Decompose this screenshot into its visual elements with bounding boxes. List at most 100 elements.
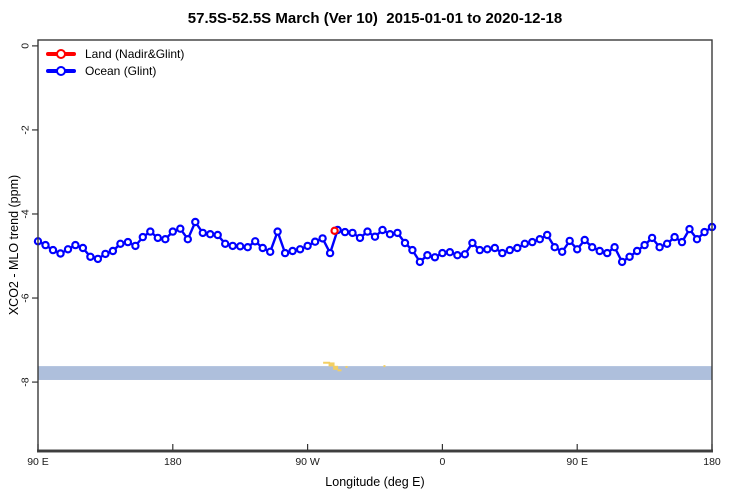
land-series-swatch [46,48,76,59]
ocean-series-point [176,224,185,233]
ocean-series-swatch [46,65,76,76]
ocean-series-point [220,239,230,248]
ocean-series-point [445,247,455,257]
ocean-series-point [310,237,320,246]
ocean-series-point [632,246,642,256]
ocean-series-point [655,242,664,252]
ocean-series-point [48,245,58,255]
ocean-series-point [408,245,417,255]
y-axis-label: XCO2 - MLO trend (ppm) [7,174,21,316]
ocean-series-point [363,227,372,236]
ocean-series-point [295,245,305,254]
ocean-series-point [93,254,103,264]
surface-elevation-band [38,366,712,380]
ocean-series-point [528,237,537,247]
ocean-series-point [108,246,118,256]
ocean-series-point [41,240,50,250]
ocean-series-point [243,242,252,252]
ocean-series-point [468,238,477,248]
ocean-series-point [385,229,395,239]
ocean-series-point [662,239,672,248]
ocean-series-point [228,241,237,251]
ocean-series-point [588,242,597,252]
ocean-series-point [603,248,612,258]
x-tick-label: 90 E [566,456,588,468]
ocean-series-point [273,227,282,236]
ocean-series-point [138,232,147,242]
ocean-series-point [580,235,589,245]
ocean-series-point [258,243,267,253]
ocean-series-point [86,252,95,261]
land-elevation-mark [337,369,342,372]
legend-item-ocean: Ocean (Glint) [46,62,184,79]
ocean-series-point [191,217,200,227]
ocean-series-point [498,248,507,258]
land-elevation-mark [333,365,339,370]
ocean-series-point [453,250,462,260]
land-elevation-mark [328,362,335,367]
ocean-series-point [205,229,215,239]
ocean-series-point [595,246,604,256]
ocean-series-point [610,242,619,252]
ocean-series-point [116,239,125,248]
ocean-series-point [430,253,440,262]
land-elevation-mark [383,365,386,368]
ocean-series-point [288,246,297,256]
x-tick-label: 90 E [27,456,49,468]
ocean-series-point [415,257,425,267]
ocean-series-point [340,227,350,237]
ocean-series-point [183,234,192,244]
ocean-series-point [625,252,634,261]
ocean-series-point [535,234,545,244]
ocean-marker-icon [56,65,66,76]
ocean-series-point [56,249,65,258]
x-tick-label: 90 W [295,456,320,468]
ocean-series-point [348,228,357,238]
x-axis-label: Longitude (deg E) [325,475,425,489]
ocean-series-point [63,245,73,254]
x-tick-label: 180 [164,456,182,468]
ocean-series-point [393,228,402,238]
ocean-series-point [483,245,492,254]
ocean-series-point [438,248,447,258]
ocean-series-point [617,257,627,267]
ocean-series-point [520,239,530,248]
ocean-series-point [131,241,140,251]
ocean-series-point [303,241,312,251]
ocean-series-point [101,249,110,259]
land-series-point [330,226,339,235]
legend: Land (Nadir&Glint) Ocean (Glint) [46,45,184,79]
x-tick-label: 0 [439,456,445,468]
ocean-series-point [677,237,687,247]
legend-label-land: Land (Nadir&Glint) [85,46,185,61]
ocean-series-point [250,237,260,246]
y-tick-label: -8 [20,377,32,386]
ocean-series-point [423,250,432,260]
ocean-series-point [573,245,582,254]
ocean-series-point [325,248,335,258]
ocean-series-line [37,220,713,264]
ocean-series-point [123,237,133,247]
ocean-series-point [692,234,702,244]
ocean-series-point [550,242,559,252]
y-tick-label: -2 [20,125,32,134]
ocean-series-point [513,243,522,253]
ocean-series-point [475,245,484,255]
ocean-series-point [700,227,709,237]
ocean-series-point [78,243,88,253]
ocean-series-point [213,230,222,240]
ocean-series-point [670,232,679,242]
ocean-series-point [71,240,80,250]
ocean-series-point [543,230,552,240]
y-tick-label: -4 [20,209,32,218]
ocean-series-point [146,227,155,236]
chart-title: 57.5S-52.5S March (Ver 10) 2015-01-01 to… [187,10,563,27]
legend-label-ocean: Ocean (Glint) [85,63,157,78]
ocean-series-point [168,227,177,236]
ocean-series-point [370,232,380,241]
ocean-series-point [647,233,657,243]
ocean-series-point [161,234,170,244]
land-elevation-mark [345,365,348,368]
ocean-series-point [266,247,275,256]
